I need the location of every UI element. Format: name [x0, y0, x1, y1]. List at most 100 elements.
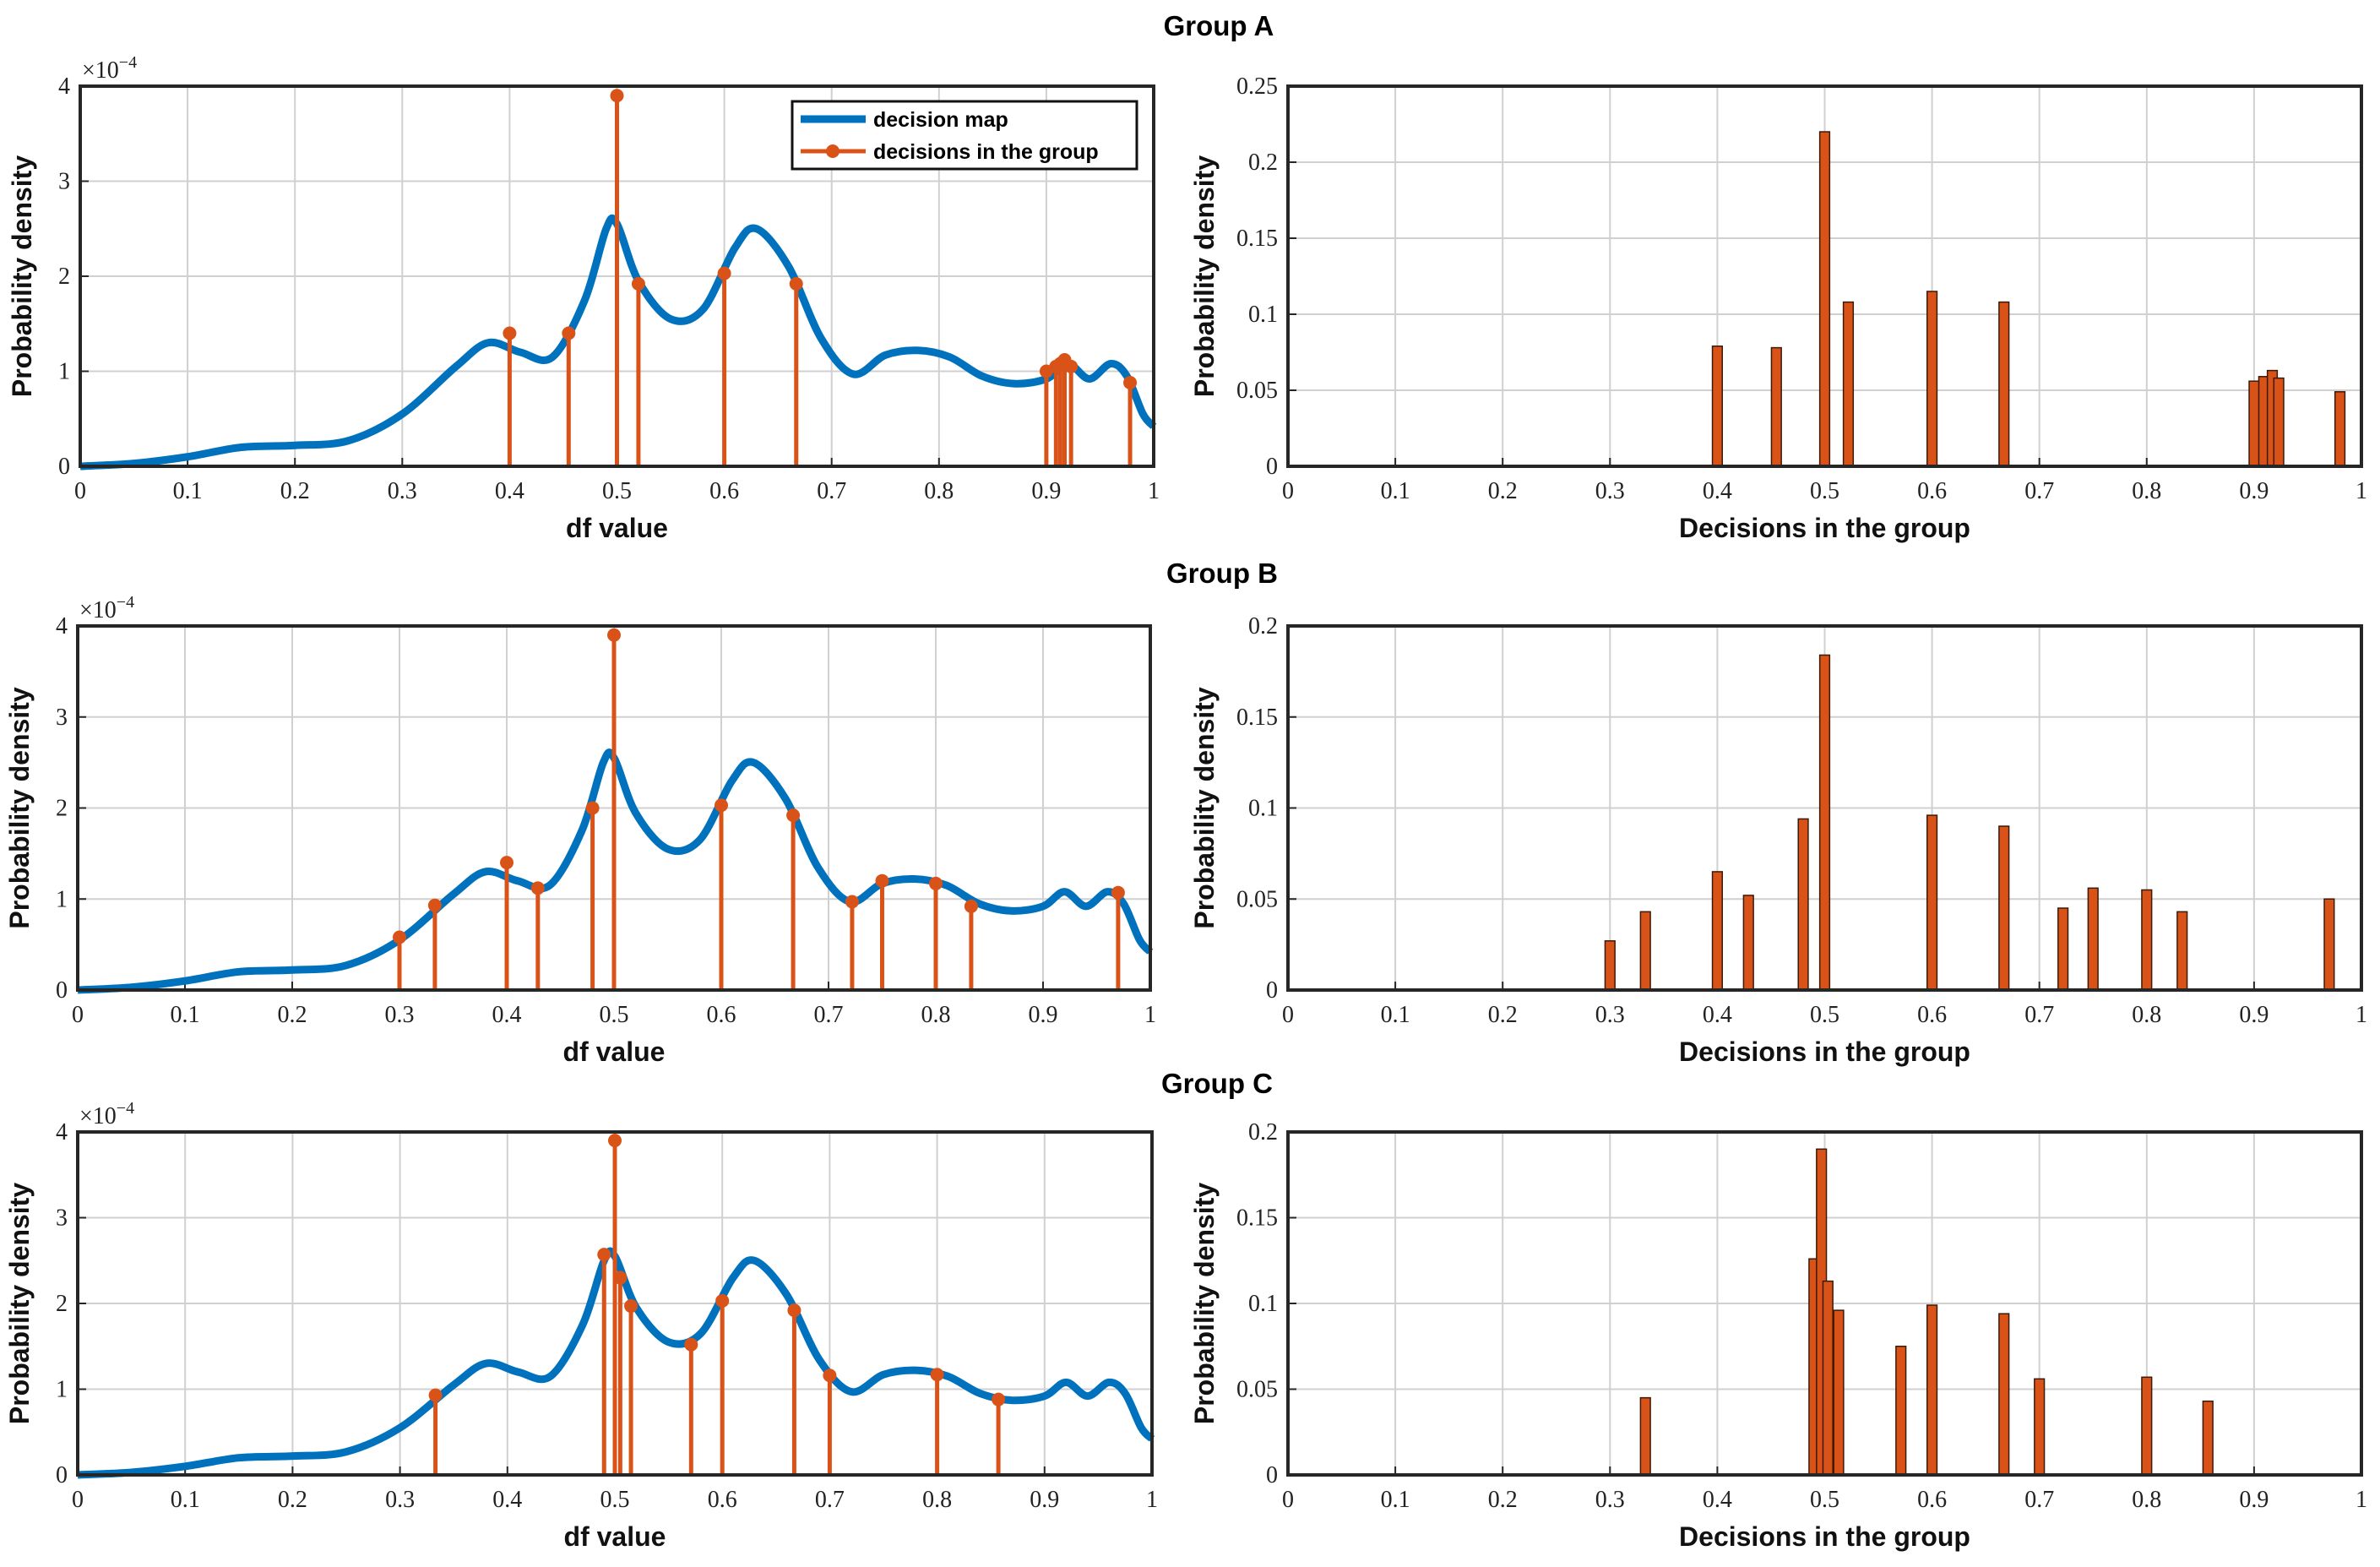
panel-group-c-histogram: 0 0.1 0.2 0.3 0.4 0.5 0.6 0.7 0.8 0.9 1 0 0.05 0.1 0.1… — [1189, 1119, 2367, 1552]
x-tick-label: 0.3 — [1595, 1487, 1625, 1513]
y-tick-label: 2 — [58, 264, 70, 290]
group-c-title: Group C — [1161, 1068, 1273, 1099]
decision-marker — [875, 873, 889, 888]
decision-marker — [631, 277, 645, 291]
decision-marker — [1111, 885, 1125, 900]
y-tick-label: 1 — [58, 359, 70, 385]
y-tick-label: 0.2 — [1248, 613, 1278, 639]
decision-marker — [610, 89, 624, 103]
y-tick-label: 2 — [56, 1291, 68, 1317]
histogram-bar — [2334, 391, 2346, 467]
y-tick-label: 0.1 — [1248, 302, 1278, 328]
decision-marker — [500, 856, 513, 870]
x-tick-label: 0.3 — [388, 478, 417, 504]
x-axis-label: df value — [564, 1521, 666, 1552]
x-tick-label: 0.8 — [922, 1487, 952, 1513]
x-tick-label: 0.4 — [1703, 478, 1732, 504]
axes-frame — [1286, 1130, 2363, 1477]
x-tick-label: 0 — [1282, 1487, 1294, 1513]
y-axis-label: Probability density — [1189, 1183, 1220, 1424]
x-tick-label: 1 — [1146, 1487, 1158, 1513]
histogram-bar — [1833, 1309, 1845, 1476]
x-tick-label: 0.9 — [2239, 1002, 2269, 1028]
y-tick-label: 0.25 — [1236, 73, 1278, 100]
x-tick-label: 0.9 — [1029, 1002, 1058, 1028]
x-tick-label: 0.1 — [1381, 478, 1410, 504]
axes-frame — [76, 1130, 1154, 1477]
histogram-bar — [1998, 825, 2010, 991]
x-tick-label: 0.9 — [1030, 1487, 1059, 1513]
axes-frame — [76, 624, 1152, 992]
x-tick-label: 0.4 — [492, 1487, 522, 1513]
y-tick-label: 1 — [56, 886, 68, 912]
x-tick-label: 0.6 — [1917, 1002, 1947, 1028]
panel-group-b-density: 0 0.1 0.2 0.3 0.4 0.5 0.6 0.7 0.8 0.9 1 0 1 2 3 4 ×10−4 d… — [4, 593, 1156, 1067]
x-tick-label: 0.5 — [602, 478, 632, 504]
decision-marker — [427, 898, 442, 912]
x-tick-label: 0.4 — [1703, 1002, 1732, 1028]
histogram-bar — [1604, 940, 1616, 991]
x-tick-label: 0.2 — [1488, 1002, 1518, 1028]
y-axis-label: Probability density — [1189, 155, 1220, 397]
y-tick-label: 3 — [58, 169, 70, 195]
decision-marker — [624, 1299, 638, 1314]
axes-frame — [1286, 84, 2363, 468]
panel-group-b-histogram: 0 0.1 0.2 0.3 0.4 0.5 0.6 0.7 0.8 0.9 1 0 0.05 0.1 0.1… — [1189, 613, 2367, 1067]
y-tick-label: 0 — [1266, 454, 1278, 480]
histogram-bar — [2202, 1400, 2214, 1476]
x-tick-label: 0.3 — [385, 1487, 415, 1513]
y-tick-label: 1 — [56, 1377, 68, 1403]
x-tick-label: 0.5 — [1810, 1002, 1839, 1028]
decision-marker — [717, 266, 731, 280]
decision-marker — [1123, 376, 1138, 389]
x-tick-label: 0.5 — [1810, 1487, 1839, 1513]
histogram-bar — [1711, 871, 1723, 991]
legend-decisions-marker — [826, 144, 840, 158]
y-axis-label: Probability density — [7, 155, 37, 397]
decision-marker — [823, 1368, 837, 1383]
histogram-bar — [1842, 301, 1855, 467]
histogram-bar — [1895, 1346, 1907, 1476]
y-tick-label: 0.1 — [1248, 796, 1278, 822]
histogram-bar — [1818, 131, 1831, 467]
group-a-title: Group A — [1164, 10, 1274, 41]
y-exponent-label: ×10−4 — [79, 1099, 134, 1129]
decision-marker — [428, 1388, 443, 1402]
x-tick-label: 0.3 — [1595, 1002, 1625, 1028]
x-tick-label: 0.1 — [171, 1002, 200, 1028]
y-tick-label: 0.15 — [1236, 226, 1278, 252]
legend-density-label: decision map — [873, 108, 1008, 132]
histogram-bar — [1639, 1396, 1651, 1476]
histogram-bar — [1926, 291, 1938, 467]
y-tick-label: 3 — [56, 705, 68, 731]
x-tick-label: 0.9 — [2239, 478, 2269, 504]
x-axis-label: df value — [563, 1037, 666, 1067]
x-tick-label: 1 — [1144, 1002, 1156, 1028]
histogram-bar — [1711, 346, 1723, 467]
decision-marker — [1064, 359, 1079, 373]
y-tick-label: 4 — [56, 613, 68, 639]
histogram-bar — [1797, 818, 1809, 991]
x-axis-label: Decisions in the group — [1679, 513, 1970, 543]
histogram-bar — [1926, 814, 1938, 991]
y-tick-label: 3 — [56, 1205, 68, 1232]
panel-group-c-density: 0 0.1 0.2 0.3 0.4 0.5 0.6 0.7 0.8 0.9 1 0 1 2 3 4 ×10−4 d… — [4, 1099, 1158, 1552]
x-tick-label: 0.4 — [492, 1002, 522, 1028]
y-exponent-label: ×10−4 — [79, 593, 134, 623]
density-curve — [79, 214, 1157, 471]
decision-marker — [684, 1337, 698, 1352]
decision-marker — [929, 876, 943, 890]
x-tick-label: 0.8 — [924, 478, 954, 504]
decision-marker — [715, 1293, 730, 1308]
y-tick-label: 0.2 — [1248, 1119, 1278, 1145]
x-tick-label: 0.6 — [708, 1487, 737, 1513]
x-tick-label: 0.3 — [1595, 478, 1625, 504]
histogram-bar — [2248, 380, 2260, 467]
y-tick-label: 4 — [56, 1119, 68, 1145]
x-tick-label: 0.7 — [2024, 1487, 2054, 1513]
x-tick-label: 1 — [2356, 1487, 2367, 1513]
y-tick-label: 0.15 — [1236, 1205, 1278, 1232]
y-axis-label: Probability density — [1189, 687, 1220, 928]
x-tick-label: 0.9 — [2239, 1487, 2269, 1513]
x-tick-label: 0.7 — [2024, 478, 2054, 504]
